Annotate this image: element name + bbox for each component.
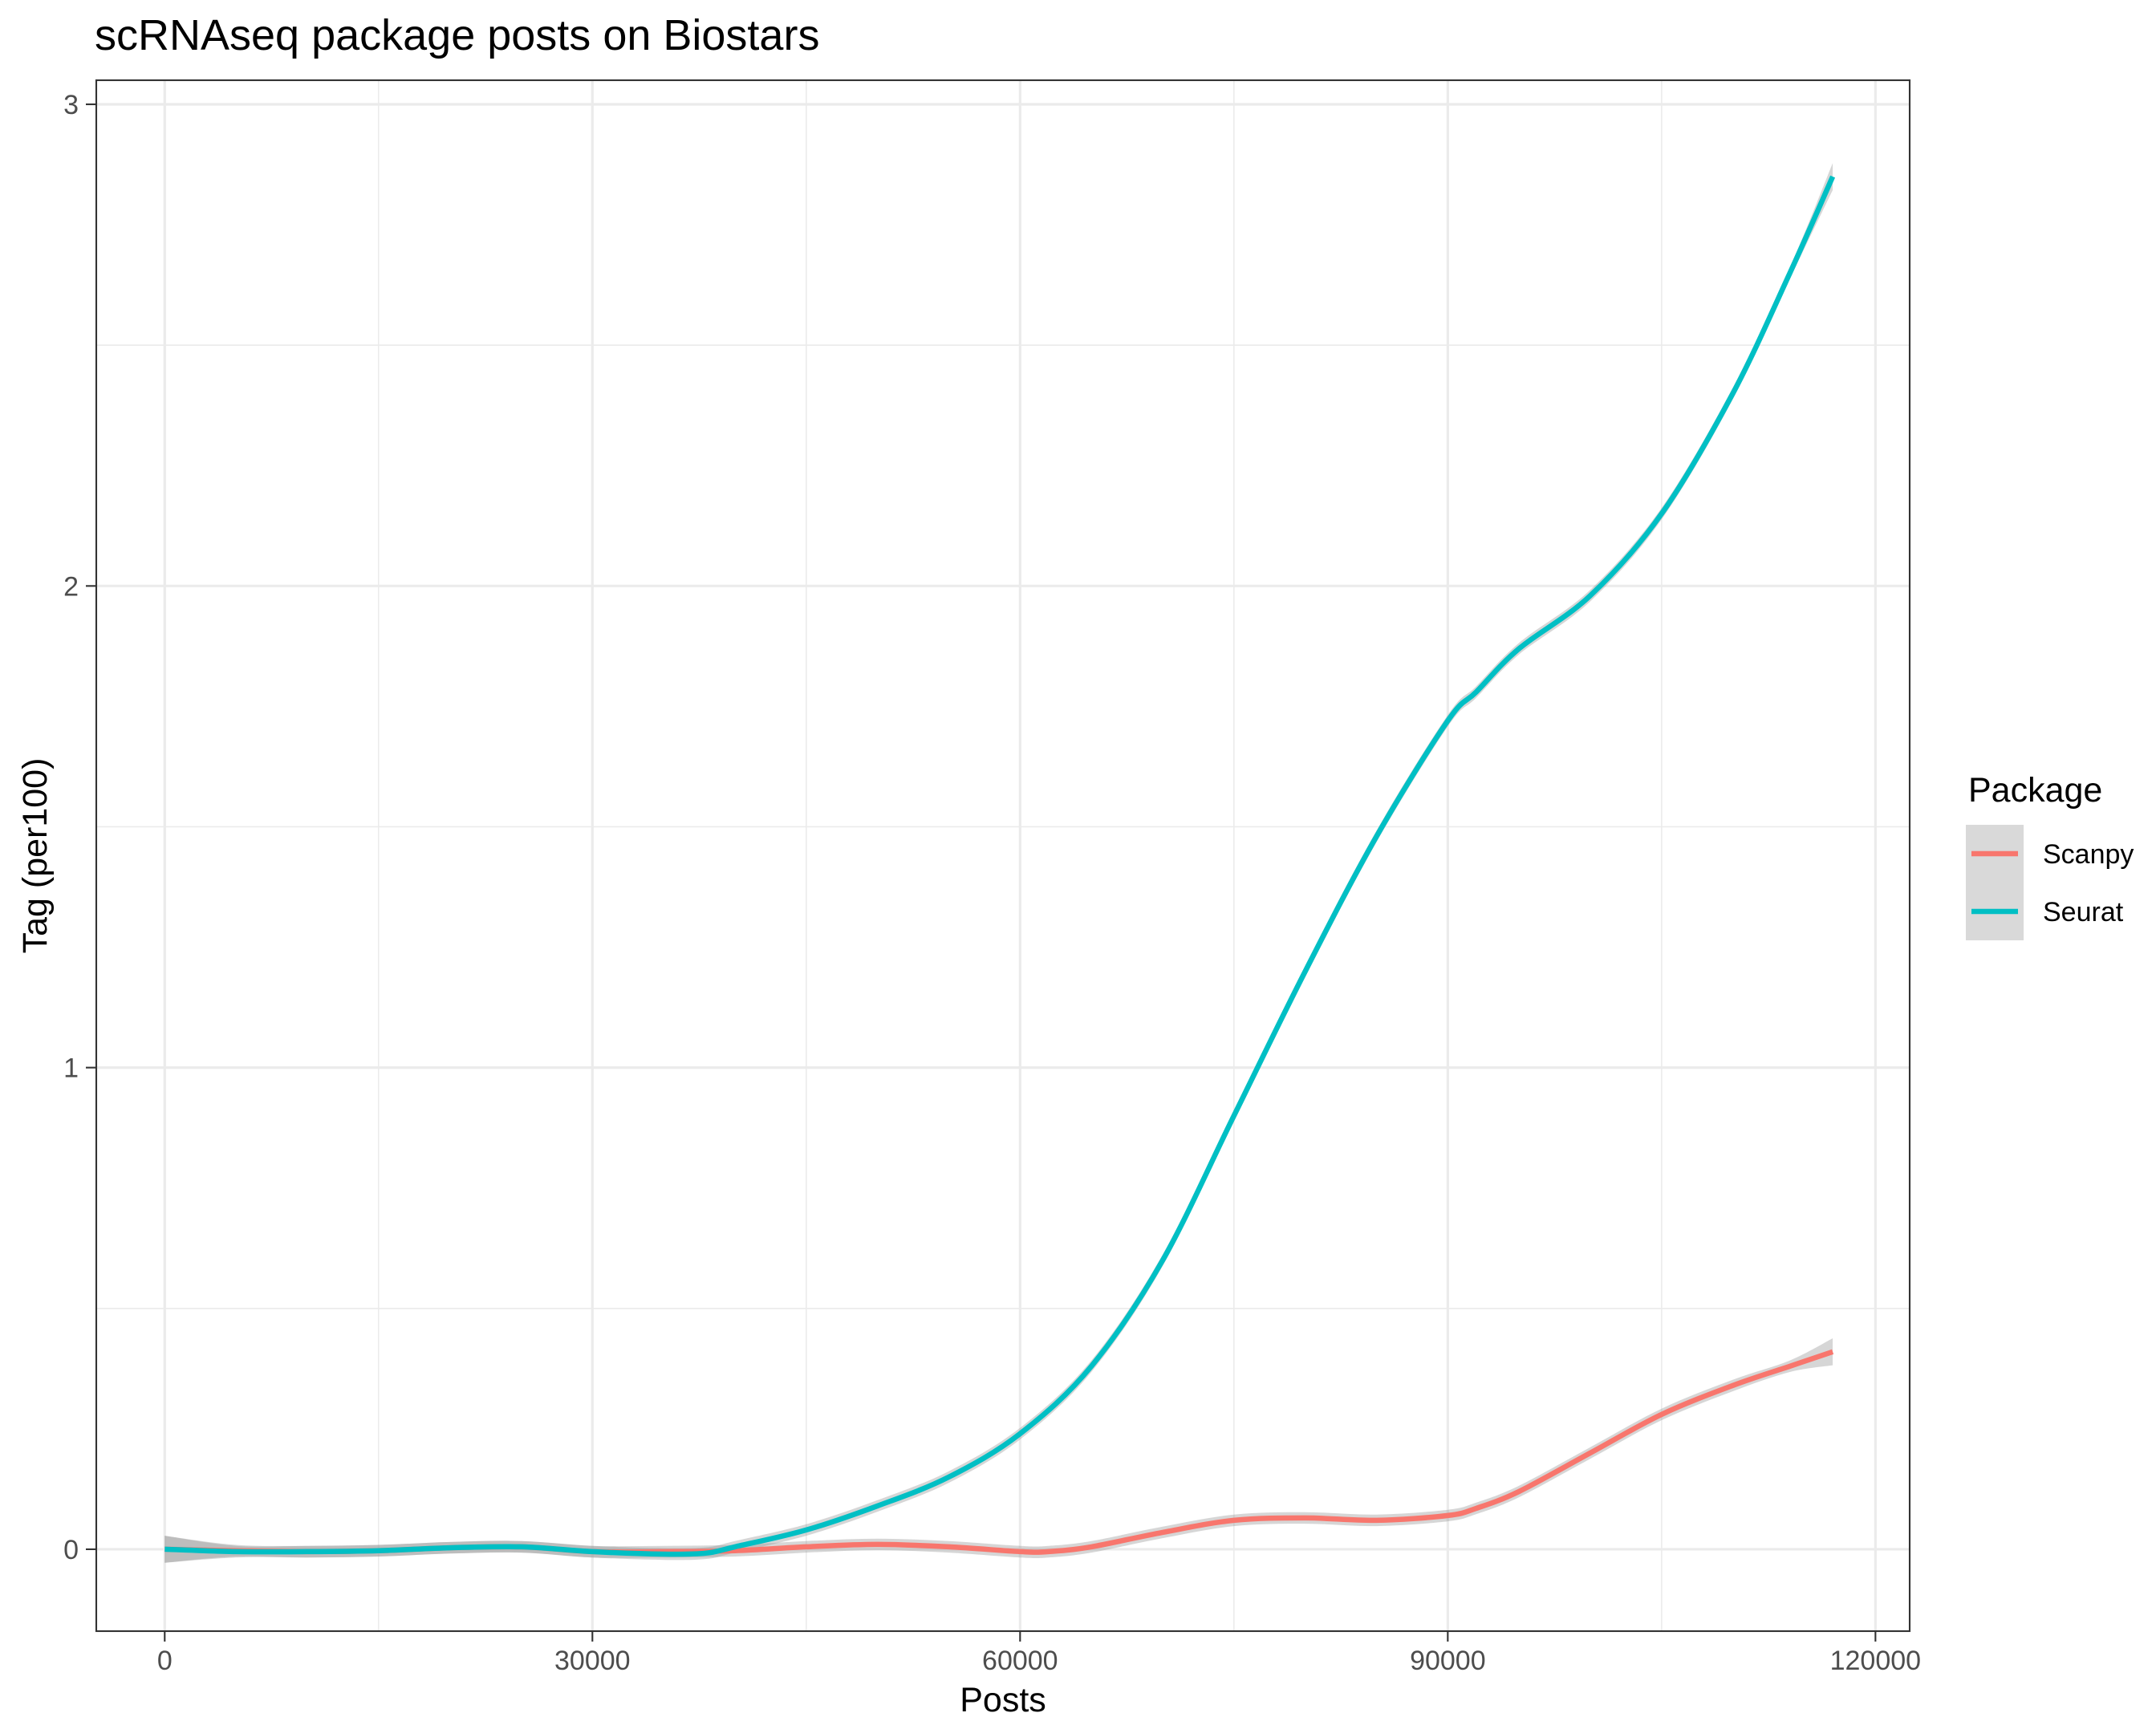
y-axis-title: Tag (per100)	[16, 758, 55, 954]
x-tick-label: 30000	[554, 1646, 631, 1676]
legend-label: Scanpy	[2043, 839, 2134, 870]
legend-title: Package	[1968, 771, 2102, 810]
y-tick-label: 0	[63, 1535, 79, 1565]
y-axis: 0 1 2 3	[63, 90, 96, 1565]
series-line-seurat	[164, 175, 1836, 1557]
legend-label: Seurat	[2043, 897, 2124, 927]
plot-grid	[96, 80, 1910, 1631]
x-tick-label: 90000	[1410, 1646, 1486, 1676]
x-tick-label: 60000	[982, 1646, 1058, 1676]
chart-title: scRNAseq package posts on Biostars	[95, 11, 819, 59]
confidence-bands	[164, 163, 1833, 1563]
confidence-band-seurat	[164, 163, 1833, 1563]
legend: Package Scanpy Seurat	[1966, 771, 2134, 940]
x-tick-label: 0	[157, 1646, 173, 1676]
x-tick-label: 120000	[1830, 1646, 1921, 1676]
x-axis: 0 30000 60000 90000 120000	[157, 1631, 1921, 1676]
plot-panel-border	[95, 79, 1911, 1633]
y-tick-label: 3	[63, 90, 79, 120]
series-lines	[164, 175, 1836, 1557]
y-tick-label: 1	[63, 1053, 79, 1084]
y-tick-label: 2	[63, 571, 79, 602]
x-axis-title: Posts	[960, 1681, 1046, 1719]
